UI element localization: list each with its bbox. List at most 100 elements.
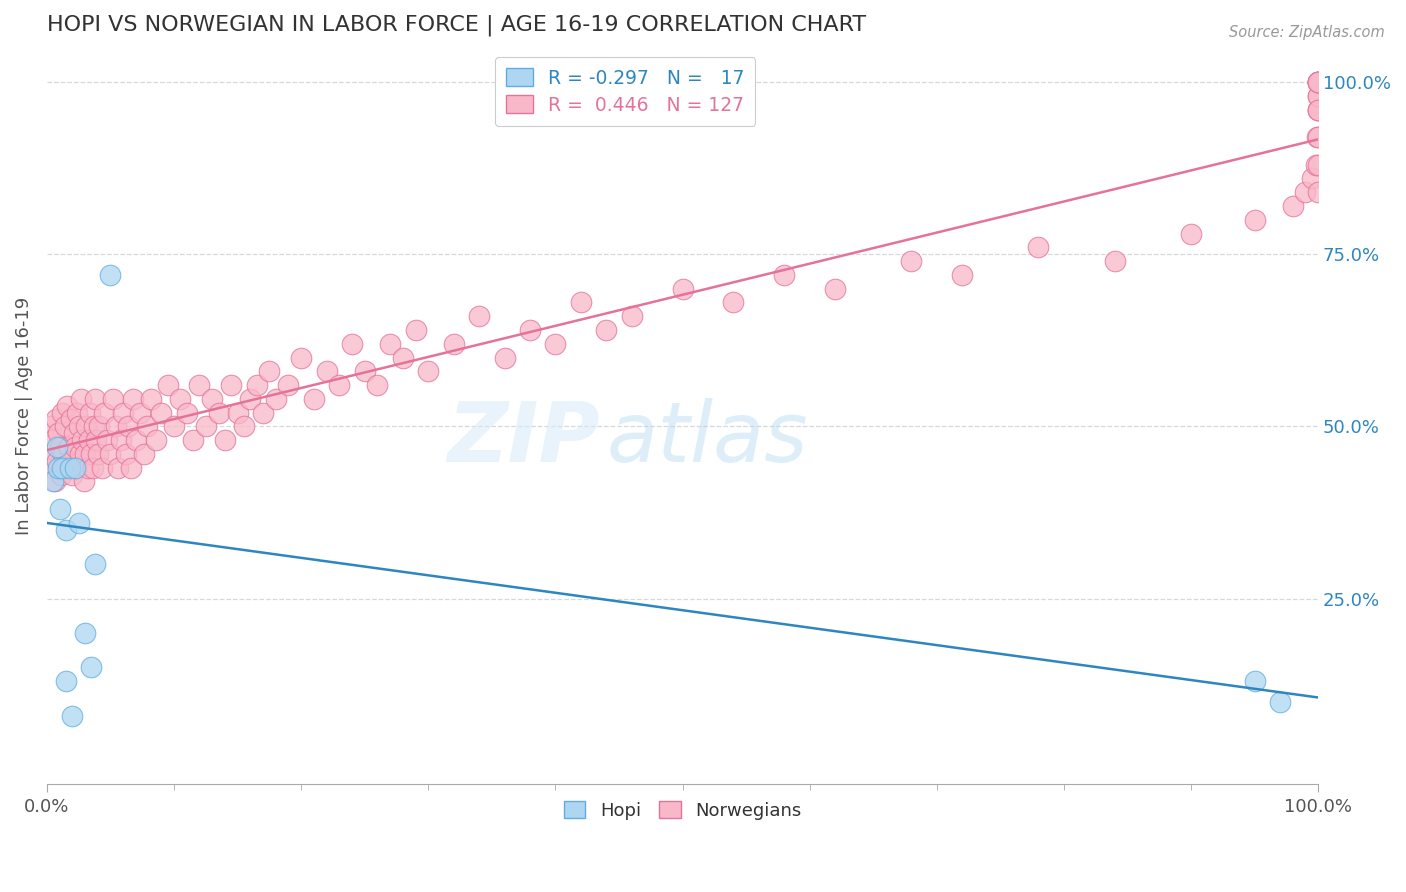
Point — [156, 378, 179, 392]
Point — [1243, 212, 1265, 227]
Point — [66, 406, 89, 420]
Point — [1308, 75, 1330, 89]
Point — [136, 419, 159, 434]
Point — [219, 378, 242, 392]
Point — [201, 392, 224, 406]
Point — [128, 406, 150, 420]
Point — [73, 475, 96, 489]
Point — [44, 475, 66, 489]
Point — [75, 419, 97, 434]
Point — [1028, 240, 1050, 254]
Point — [107, 460, 129, 475]
Point — [86, 433, 108, 447]
Legend: Hopi, Norwegians: Hopi, Norwegians — [557, 794, 808, 827]
Point — [145, 433, 167, 447]
Point — [595, 323, 617, 337]
Point — [620, 309, 643, 323]
Point — [53, 419, 76, 434]
Point — [90, 460, 112, 475]
Point — [340, 336, 363, 351]
Point — [252, 406, 274, 420]
Point — [950, 268, 973, 282]
Point — [392, 351, 415, 365]
Point — [773, 268, 796, 282]
Point — [246, 378, 269, 392]
Point — [60, 412, 83, 426]
Point — [51, 460, 73, 475]
Point — [60, 708, 83, 723]
Point — [80, 447, 103, 461]
Point — [48, 502, 70, 516]
Point — [353, 364, 375, 378]
Point — [264, 392, 287, 406]
Point — [46, 454, 69, 468]
Point — [84, 392, 107, 406]
Point — [302, 392, 325, 406]
Point — [1308, 88, 1330, 103]
Point — [69, 447, 91, 461]
Point — [723, 295, 745, 310]
Point — [132, 447, 155, 461]
Point — [1308, 75, 1330, 89]
Text: Source: ZipAtlas.com: Source: ZipAtlas.com — [1229, 25, 1385, 40]
Point — [1104, 254, 1126, 268]
Point — [55, 460, 77, 475]
Point — [1308, 88, 1330, 103]
Point — [1308, 130, 1330, 145]
Point — [1308, 75, 1330, 89]
Point — [59, 460, 82, 475]
Point — [100, 268, 122, 282]
Point — [1308, 186, 1330, 200]
Point — [1308, 75, 1330, 89]
Point — [52, 447, 75, 461]
Point — [72, 433, 94, 447]
Point — [1268, 695, 1291, 709]
Point — [48, 440, 70, 454]
Point — [366, 378, 388, 392]
Point — [63, 460, 86, 475]
Point — [150, 406, 173, 420]
Point — [67, 516, 90, 530]
Point — [1281, 199, 1303, 213]
Point — [41, 460, 63, 475]
Point — [214, 433, 236, 447]
Point — [87, 419, 110, 434]
Point — [46, 460, 69, 475]
Point — [1308, 75, 1330, 89]
Point — [87, 447, 110, 461]
Point — [100, 447, 122, 461]
Point — [51, 406, 73, 420]
Point — [83, 419, 105, 434]
Point — [1305, 158, 1327, 172]
Point — [169, 392, 191, 406]
Point — [104, 419, 127, 434]
Point — [900, 254, 922, 268]
Point — [46, 440, 69, 454]
Point — [468, 309, 491, 323]
Point — [139, 392, 162, 406]
Y-axis label: In Labor Force | Age 16-19: In Labor Force | Age 16-19 — [15, 297, 32, 535]
Point — [1308, 103, 1330, 117]
Point — [259, 364, 281, 378]
Point — [55, 523, 77, 537]
Point — [569, 295, 592, 310]
Point — [125, 433, 148, 447]
Point — [79, 406, 101, 420]
Point — [226, 406, 249, 420]
Point — [1308, 103, 1330, 117]
Point — [80, 660, 103, 674]
Point — [46, 426, 69, 441]
Point — [93, 406, 115, 420]
Point — [77, 433, 100, 447]
Point — [1301, 171, 1323, 186]
Point — [1308, 158, 1330, 172]
Point — [58, 440, 80, 454]
Point — [114, 447, 136, 461]
Point — [112, 406, 135, 420]
Point — [1294, 186, 1316, 200]
Text: atlas: atlas — [606, 398, 808, 479]
Point — [76, 460, 98, 475]
Point — [73, 626, 96, 640]
Point — [494, 351, 516, 365]
Point — [38, 447, 60, 461]
